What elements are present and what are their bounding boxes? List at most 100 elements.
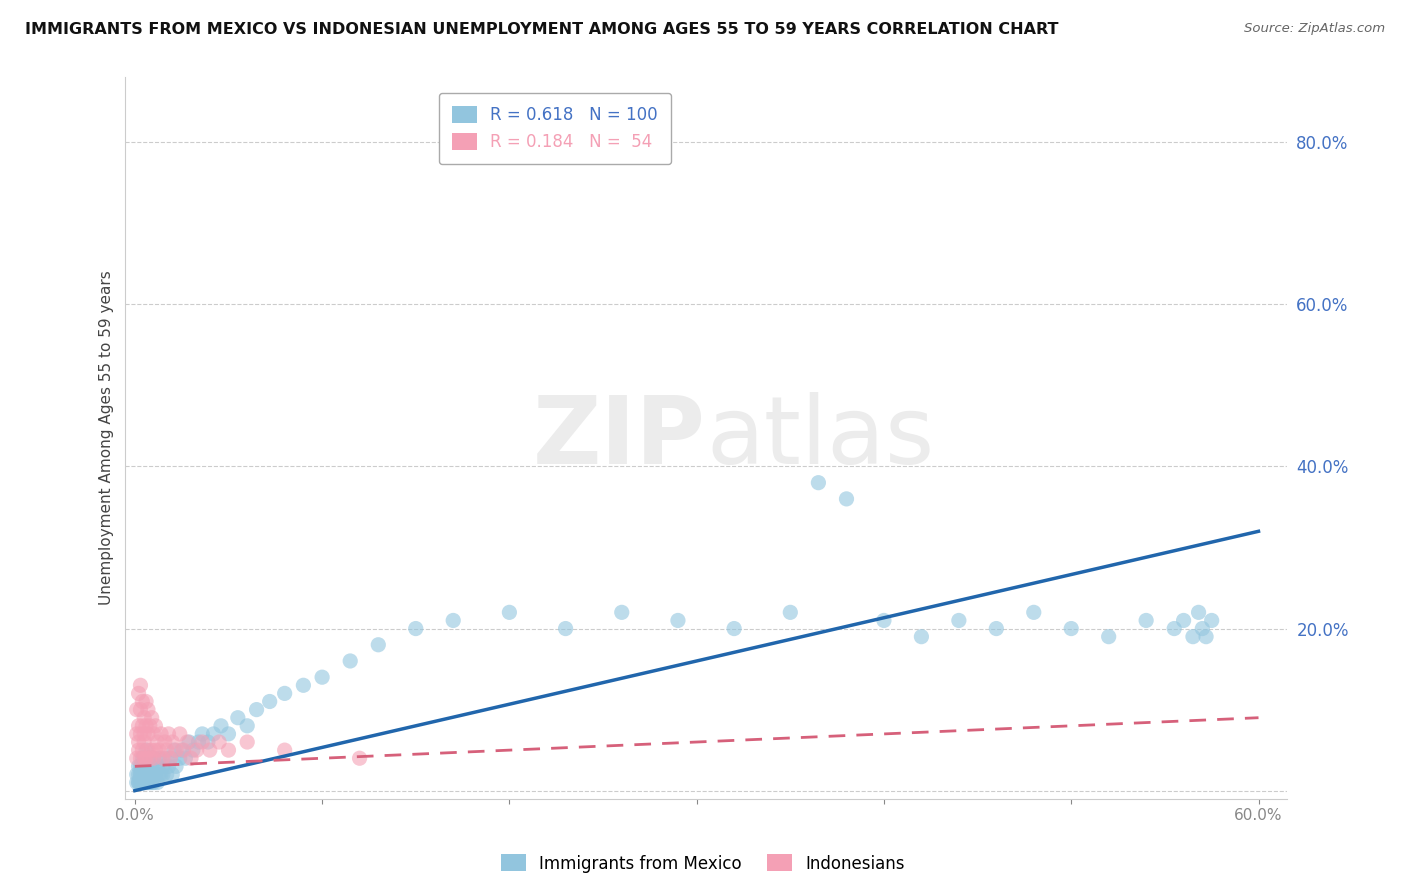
Point — [136, 767, 159, 781]
Point — [142, 751, 165, 765]
Point — [217, 727, 239, 741]
Point — [186, 743, 208, 757]
Point — [209, 719, 232, 733]
Point — [136, 751, 159, 765]
Point — [1191, 622, 1213, 636]
Point — [1195, 630, 1218, 644]
Point — [136, 703, 159, 717]
Point — [146, 759, 169, 773]
Point — [134, 767, 156, 781]
Point — [169, 727, 191, 741]
Point — [134, 767, 156, 781]
Point — [273, 743, 295, 757]
Point — [873, 614, 896, 628]
Point — [165, 759, 187, 773]
Point — [259, 694, 281, 708]
Point — [134, 751, 156, 765]
Text: IMMIGRANTS FROM MEXICO VS INDONESIAN UNEMPLOYMENT AMONG AGES 55 TO 59 YEARS CORR: IMMIGRANTS FROM MEXICO VS INDONESIAN UNE… — [25, 22, 1059, 37]
Point — [292, 678, 315, 692]
Point — [163, 743, 186, 757]
Point — [129, 767, 152, 781]
Point — [339, 654, 361, 668]
Point — [236, 719, 259, 733]
Point — [135, 694, 157, 708]
Point — [135, 719, 157, 733]
Point — [134, 751, 156, 765]
Point — [162, 735, 184, 749]
Legend: R = 0.618   N = 100, R = 0.184   N =  54: R = 0.618 N = 100, R = 0.184 N = 54 — [439, 93, 672, 164]
Point — [134, 735, 156, 749]
Point — [125, 727, 148, 741]
Point — [150, 767, 173, 781]
Point — [367, 638, 389, 652]
Point — [1098, 630, 1121, 644]
Point — [125, 767, 148, 781]
Point — [128, 743, 150, 757]
Point — [134, 711, 156, 725]
Point — [129, 703, 152, 717]
Point — [141, 767, 163, 781]
Point — [311, 670, 333, 684]
Point — [129, 727, 152, 741]
Point — [187, 735, 209, 749]
Point — [128, 775, 150, 789]
Point — [125, 751, 148, 765]
Point — [146, 735, 169, 749]
Point — [157, 727, 180, 741]
Point — [191, 735, 214, 749]
Point — [152, 759, 174, 773]
Point — [129, 751, 152, 765]
Point — [136, 775, 159, 789]
Point — [129, 775, 152, 789]
Point — [136, 727, 159, 741]
Point — [1060, 622, 1083, 636]
Point — [145, 759, 167, 773]
Point — [156, 743, 179, 757]
Point — [135, 767, 157, 781]
Point — [666, 614, 689, 628]
Point — [139, 719, 162, 733]
Point — [159, 751, 181, 765]
Point — [217, 743, 239, 757]
Point — [142, 751, 165, 765]
Point — [125, 775, 148, 789]
Point — [134, 775, 156, 789]
Point — [169, 751, 191, 765]
Point — [245, 703, 267, 717]
Point — [948, 614, 970, 628]
Point — [208, 735, 231, 749]
Point — [131, 775, 153, 789]
Point — [145, 743, 167, 757]
Point — [157, 759, 180, 773]
Text: Source: ZipAtlas.com: Source: ZipAtlas.com — [1244, 22, 1385, 36]
Point — [1173, 614, 1195, 628]
Point — [142, 775, 165, 789]
Point — [181, 743, 204, 757]
Point — [610, 605, 633, 619]
Point — [148, 751, 170, 765]
Point — [131, 751, 153, 765]
Point — [145, 719, 167, 733]
Point — [273, 686, 295, 700]
Point — [148, 743, 170, 757]
Point — [986, 622, 1008, 636]
Point — [498, 605, 520, 619]
Point — [441, 614, 464, 628]
Point — [1201, 614, 1223, 628]
Point — [129, 775, 152, 789]
Point — [153, 735, 176, 749]
Point — [165, 743, 187, 757]
Point — [128, 759, 150, 773]
Point — [131, 775, 153, 789]
Point — [136, 743, 159, 757]
Point — [131, 767, 153, 781]
Point — [128, 767, 150, 781]
Point — [170, 743, 193, 757]
Point — [134, 727, 156, 741]
Point — [145, 767, 167, 781]
Point — [135, 751, 157, 765]
Point — [349, 751, 371, 765]
Point — [148, 767, 170, 781]
Text: atlas: atlas — [706, 392, 934, 484]
Point — [131, 694, 153, 708]
